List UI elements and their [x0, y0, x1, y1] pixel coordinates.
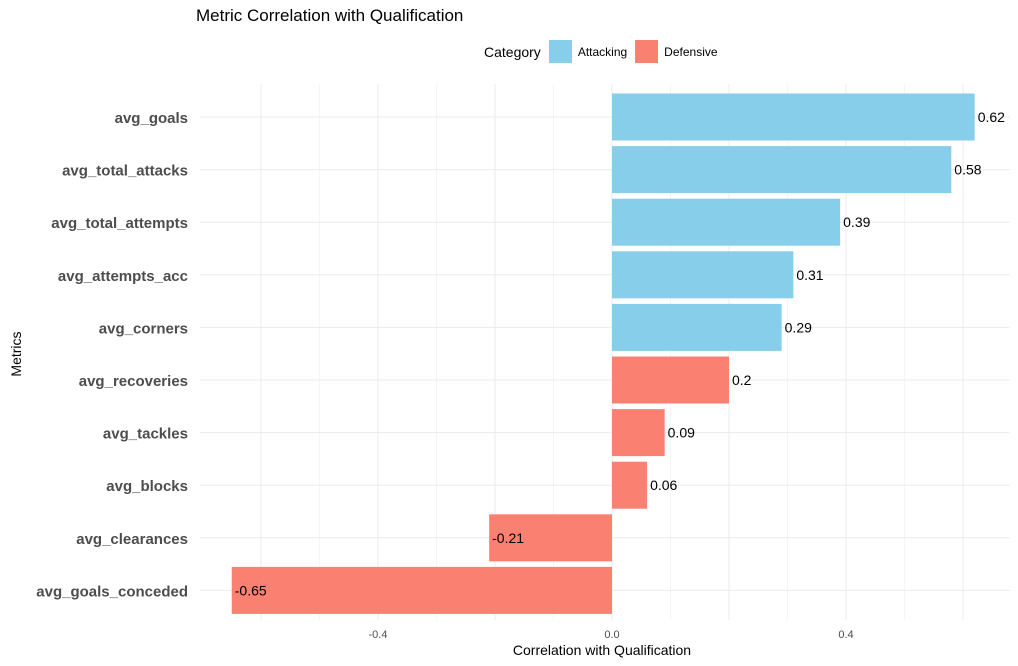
- y-tick-label: avg_corners: [99, 320, 188, 337]
- x-axis-label: Correlation with Qualification: [512, 642, 692, 658]
- legend-swatch-attacking: [548, 40, 572, 63]
- value-label: 0.29: [785, 319, 812, 335]
- y-tick-label: avg_attempts_acc: [58, 268, 188, 285]
- bar-avg_corners: [612, 303, 782, 351]
- y-tick-label: avg_blocks: [106, 478, 188, 495]
- bar-avg_recoveries: [612, 356, 729, 404]
- bar-avg_total_attempts: [612, 198, 841, 246]
- y-tick-label: avg_clearances: [76, 531, 188, 548]
- legend-swatch-defensive: [635, 40, 659, 63]
- y-tick-label: avg_goals_conceded: [36, 583, 188, 600]
- y-tick-label: avg_tackles: [103, 426, 188, 443]
- bars: [231, 93, 975, 614]
- value-label: 0.39: [843, 214, 870, 230]
- y-tick-labels: avg_goals avg_total_attacks avg_total_atte…: [36, 110, 188, 600]
- chart-title: Metric Correlation with Qualification: [196, 6, 464, 25]
- value-label: -0.65: [235, 582, 267, 598]
- value-label: -0.21: [492, 530, 524, 546]
- x-tick-label: 0.4: [838, 629, 853, 641]
- x-tick-label: -0.4: [369, 629, 388, 641]
- bar-avg_goals: [612, 93, 975, 141]
- value-label: 0.06: [650, 477, 677, 493]
- legend-item-defensive: Defensive: [635, 40, 718, 63]
- bar-avg_clearances: [489, 514, 612, 562]
- bar-avg_attempts_acc: [612, 251, 794, 299]
- x-tick-labels: -0.4 0.0 0.4: [369, 629, 854, 641]
- legend-label-attacking: Attacking: [577, 44, 628, 59]
- bar-avg_blocks: [612, 461, 648, 509]
- legend: Category Attacking Defensive: [484, 40, 726, 63]
- y-tick-label: avg_goals: [115, 110, 188, 127]
- x-tick-label: 0.0: [604, 629, 619, 641]
- bar-avg_total_attacks: [612, 146, 952, 194]
- legend-item-attacking: Attacking: [548, 40, 628, 63]
- y-tick-label: avg_recoveries: [79, 373, 188, 390]
- legend-title: Category: [484, 43, 541, 60]
- legend-label-defensive: Defensive: [664, 44, 718, 59]
- y-tick-label: avg_total_attacks: [62, 163, 188, 180]
- value-label: 0.31: [796, 267, 823, 283]
- value-label: 0.62: [978, 109, 1005, 125]
- value-label: 0.58: [954, 162, 981, 178]
- value-labels: 0.62 0.58 0.39 0.31 0.29 0.2 0.09 0.06 -0.21 -0.6…: [235, 109, 1005, 598]
- y-tick-label: avg_total_attempts: [51, 215, 188, 232]
- value-label: 0.2: [732, 372, 752, 388]
- bar-avg_goals_conceded: [231, 566, 612, 614]
- value-label: 0.09: [668, 425, 695, 441]
- y-axis-label: Metrics: [8, 331, 24, 377]
- bar-avg_tackles: [612, 409, 665, 457]
